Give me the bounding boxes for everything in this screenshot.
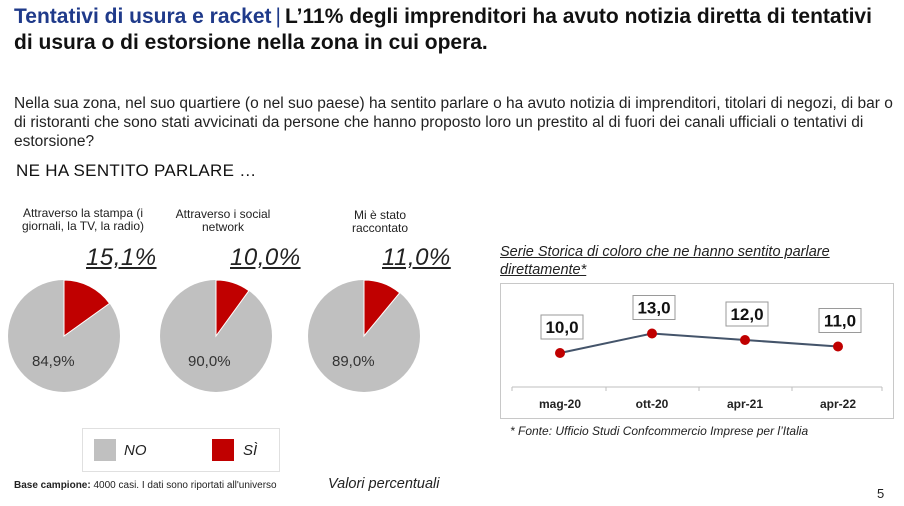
section-subheading: NE HA SENTITO PARLARE …	[16, 161, 257, 180]
pie-slice-si-social	[215, 279, 250, 338]
series-category-label: ott-20	[636, 397, 669, 411]
legend-swatch-si	[212, 439, 234, 461]
series-value-label: 13,0	[637, 299, 670, 318]
series-title: Serie Storica di coloro che ne hanno sen…	[500, 244, 830, 278]
series-category-label: apr-21	[727, 397, 763, 411]
pie-si-value-raccontato: 11,0%	[382, 244, 451, 271]
series-value-box	[818, 308, 862, 333]
legend-swatch-no	[94, 439, 116, 461]
base-campione-label: Base campione:	[14, 480, 91, 491]
page-title: Tentativi di usura e racket | L’11% degli …	[14, 4, 894, 56]
series-value-label: 11,0	[824, 312, 856, 331]
pie-slice-si-stampa	[63, 279, 111, 337]
series-source: * Fonte: Ufficio Studi Confcommercio Imp…	[510, 424, 809, 438]
pie-no-value-stampa: 84,9%	[32, 353, 75, 370]
title-accent: Tentativi di usura e racket	[14, 5, 272, 28]
pie-raccontato	[308, 279, 420, 392]
pie-no-value-social: 90,0%	[188, 353, 231, 370]
legend-label-no: NO	[124, 442, 147, 459]
pie-si-value-social: 10,0%	[230, 244, 301, 271]
series-value-label: 10,0	[545, 318, 578, 337]
pie-slice-si-raccontato	[363, 279, 401, 338]
series-value-label: 12,0	[730, 305, 763, 324]
title-main: L’11% degli imprenditori ha avuto notizi…	[14, 5, 872, 54]
series-value-box	[632, 295, 676, 320]
pie-stampa	[8, 279, 120, 392]
series-category-label: mag-20	[539, 397, 581, 411]
series-value-box	[725, 301, 769, 327]
title-separator: |	[275, 5, 282, 28]
series-point	[647, 328, 657, 339]
series-point	[740, 335, 750, 345]
page-number: 5	[877, 486, 885, 501]
series-chart: 10,0 mag-20 13,0 ott-20 12,0 apr-21 11,0 apr-22	[511, 295, 883, 411]
pie-no-value-raccontato: 89,0%	[332, 353, 375, 370]
base-campione: Base campione: 4000 casi. I dati sono ri…	[14, 480, 277, 491]
pie-social	[160, 279, 272, 392]
pie-label-raccontato: Mi è stato raccontato	[351, 208, 409, 235]
series-point	[833, 341, 843, 352]
base-campione-text: 4000 casi. I dati sono riportati all'uni…	[90, 480, 277, 491]
series-line	[559, 332, 839, 354]
pie-charts	[8, 279, 420, 392]
values-note: Valori percentuali	[328, 476, 440, 492]
series-category-label: apr-22	[820, 397, 856, 411]
series-plot: 10,0 mag-20 13,0 ott-20 12,0 apr-21 11,0 apr-22	[511, 295, 883, 411]
survey-question: Nella sua zona, nel suo quartiere (o nel…	[14, 95, 893, 150]
series-point	[555, 348, 565, 358]
pie-label-social: Attraverso i social network	[175, 207, 271, 234]
legend-label-si: SÌ	[243, 442, 258, 459]
pie-si-value-stampa: 15,1%	[86, 244, 157, 271]
series-value-box	[540, 314, 584, 340]
pie-label-stampa: Attraverso la stampa (i giornali, la TV,…	[21, 206, 145, 233]
